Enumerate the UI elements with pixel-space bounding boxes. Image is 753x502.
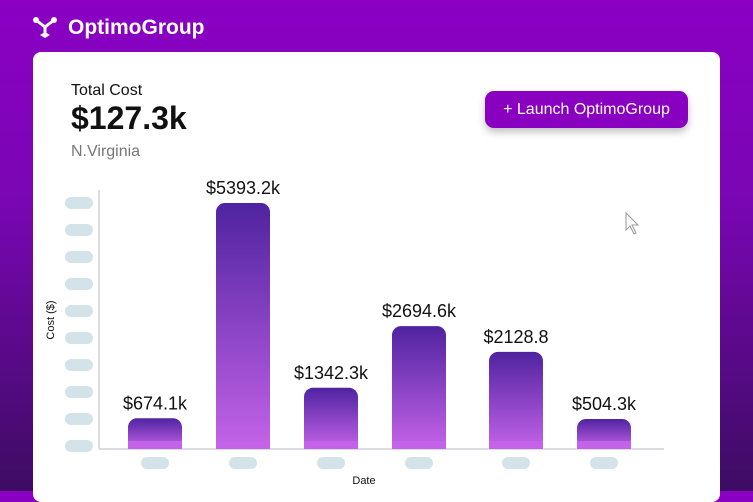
launch-button[interactable]: + Launch OptimoGroup [485, 91, 688, 128]
total-cost-label: Total Cost [71, 82, 143, 99]
y-tick-placeholder [65, 332, 93, 344]
x-tick-placeholder [229, 457, 257, 469]
x-tick-placeholder [405, 457, 433, 469]
y-tick-placeholder [65, 224, 93, 236]
data-label: $1342.3k [294, 363, 369, 383]
bar [489, 351, 543, 449]
cost-bar-chart: Cost ($) Date $674.1k $5393.2k $1342.3k $26… [45, 178, 664, 487]
nodes-icon [33, 17, 57, 38]
y-tick-placeholder [65, 251, 93, 263]
cursor-icon [625, 211, 640, 235]
y-tick-placeholder [65, 440, 93, 452]
bar [216, 203, 270, 449]
x-axis-label: Date [352, 475, 375, 487]
app-title: OptimoGroup [68, 16, 205, 39]
y-tick-placeholder [65, 386, 93, 398]
bar-base [304, 441, 358, 449]
y-tick-placeholder [65, 359, 93, 371]
y-tick-placeholder [65, 197, 93, 209]
y-tick-placeholder [65, 278, 93, 290]
data-label: $5393.2k [206, 178, 281, 198]
bar-base [128, 441, 182, 449]
data-label: $2128.8 [483, 327, 548, 347]
y-tick-placeholder [65, 305, 93, 317]
data-label: $674.1k [123, 393, 188, 413]
bar-base [489, 441, 543, 449]
bar-base [216, 441, 270, 449]
data-label: $504.3k [572, 394, 637, 414]
bar [392, 326, 446, 449]
bar-base [577, 441, 631, 449]
x-tick-placeholder [590, 457, 618, 469]
y-tick-placeholder [65, 413, 93, 425]
y-axis-label: Cost ($) [45, 300, 57, 339]
bar-base [392, 441, 446, 449]
region-label: N.Virginia [71, 143, 141, 160]
bar [304, 387, 358, 449]
total-cost-value: $127.3k [71, 100, 187, 136]
x-tick-placeholder [502, 457, 530, 469]
data-label: $2694.6k [382, 301, 457, 321]
x-tick-placeholder [141, 457, 169, 469]
app-brand: OptimoGroup [32, 16, 204, 40]
x-tick-placeholder [317, 457, 345, 469]
